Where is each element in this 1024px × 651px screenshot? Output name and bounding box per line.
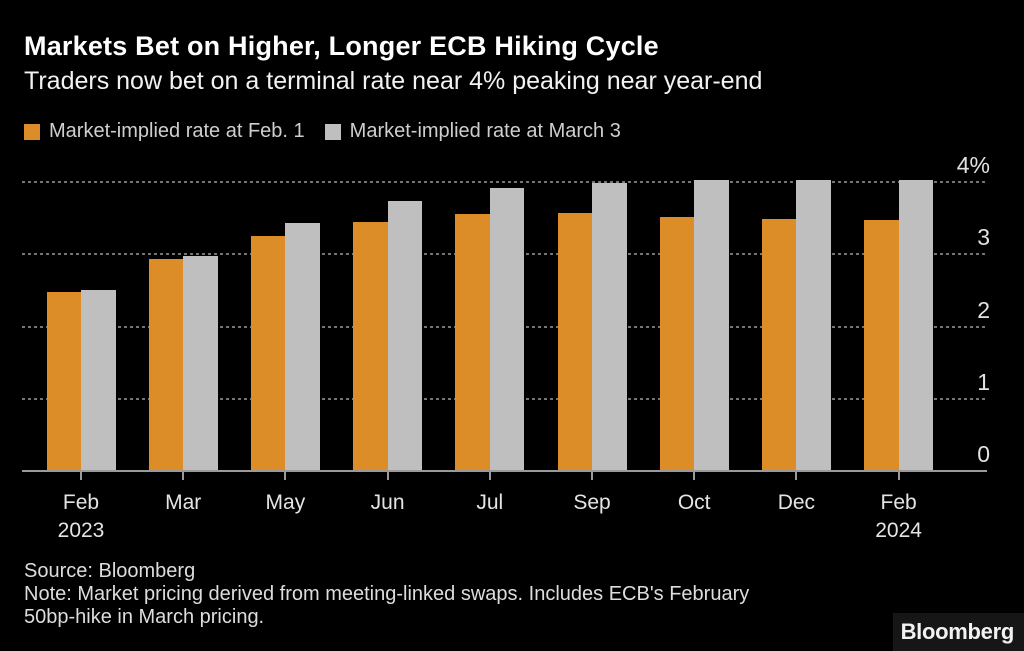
bar-mar3-feb2023 (81, 289, 116, 470)
bloomberg-logo-text: Bloomberg (900, 619, 1015, 644)
x-axis-label-feb2023: Feb 2023 (57, 491, 105, 542)
legend: Market-implied rate at Feb. 1 Market-imp… (24, 120, 621, 143)
bar-feb1-dec (761, 219, 797, 470)
x-axis-label-jul: Jul (476, 491, 504, 514)
legend-label-mar3: Market-implied rate at March 3 (349, 120, 621, 142)
x-axis-baseline (22, 470, 987, 472)
bar-feb1-jun (353, 221, 388, 470)
gridline-4pct (22, 181, 985, 184)
y-axis-label-1: 1 (977, 368, 990, 395)
x-axis-tick-may (284, 470, 287, 480)
bar-mar3-feb2024 (898, 180, 934, 470)
bar-feb1-feb2024 (864, 220, 899, 470)
bar-feb1-may (250, 236, 286, 470)
x-axis-label-mar: Mar (165, 491, 202, 514)
x-axis-label-may: May (265, 491, 306, 514)
x-axis-label-sep: Sep (573, 491, 611, 514)
bar-feb1-mar (148, 259, 184, 470)
bar-mar3-may (285, 223, 320, 470)
x-axis-tick-jul (488, 470, 491, 480)
note-line-1: Note: Market pricing derived from meetin… (24, 583, 750, 605)
y-axis-label-0: 0 (977, 441, 990, 467)
x-axis-label-feb2024: Feb 2024 (875, 491, 922, 542)
bar-feb1-feb2023 (46, 291, 81, 470)
legend-swatch-orange-icon (24, 123, 40, 140)
x-axis-tick-jun (386, 470, 389, 480)
bar-feb1-sep (557, 212, 592, 470)
bar-feb1-oct (659, 217, 695, 470)
legend-item-mar3: Market-implied rate at March 3 (324, 120, 621, 143)
x-axis-tick-dec (795, 470, 798, 480)
x-axis-label-jun: Jun (370, 491, 405, 514)
bar-feb1-jul (455, 213, 490, 470)
bar-mar3-mar (183, 256, 218, 470)
x-axis-label-dec: Dec (777, 491, 816, 514)
legend-label-feb1: Market-implied rate at Feb. 1 (49, 120, 305, 142)
chart-title: Markets Bet on Higher, Longer ECB Hiking… (24, 31, 659, 61)
bar-mar3-dec (796, 179, 831, 470)
bar-mar3-oct (694, 180, 729, 470)
bar-mar3-jun (387, 200, 423, 470)
legend-swatch-gray-icon (324, 123, 341, 140)
x-axis-tick-oct (693, 470, 696, 480)
chart-footnotes: Source: Bloomberg Note: Market pricing d… (24, 560, 749, 629)
y-axis-label-2: 2 (977, 296, 990, 323)
source-line: Source: Bloomberg (24, 560, 196, 582)
bloomberg-logo: Bloomberg (893, 613, 1024, 651)
bar-mar3-sep (592, 183, 627, 470)
bar-mar3-jul (489, 188, 525, 470)
chart-subtitle: Traders now bet on a terminal rate near … (24, 67, 763, 95)
x-axis-tick-sep (591, 470, 593, 480)
y-axis-label-4: 4% (956, 152, 990, 179)
legend-item-feb1: Market-implied rate at Feb. 1 (24, 120, 305, 143)
x-axis-tick-mar (182, 470, 185, 480)
x-axis-label-oct: Oct (677, 491, 711, 514)
y-axis-label-3: 3 (977, 224, 990, 251)
x-axis-tick-feb2024 (897, 470, 900, 480)
note-line-2: 50bp-hike in March pricing. (24, 606, 265, 628)
x-axis-tick-feb2023 (80, 470, 82, 480)
